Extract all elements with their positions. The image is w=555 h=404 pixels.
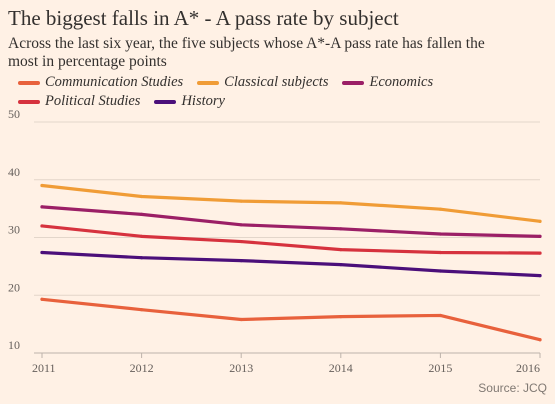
data-point	[339, 227, 343, 231]
data-point	[239, 317, 243, 322]
data-point	[538, 251, 542, 255]
legend-swatch-classical-subjects	[197, 80, 220, 85]
source-note: Source: JCQ	[478, 381, 547, 395]
series-line-classical-subjects	[40, 183, 542, 223]
x-tick-label: 2013	[229, 361, 253, 375]
legend-item-political-studies: Political Studies	[18, 92, 140, 111]
x-tick-label: 2011	[32, 361, 56, 375]
data-point	[438, 269, 442, 273]
data-point	[339, 315, 343, 319]
y-axis-ticks: 10 20 30 40 50	[8, 107, 20, 352]
legend-swatch-history	[154, 99, 177, 104]
legend-item-economics: Economics	[342, 73, 433, 92]
legend-row-1: Communication Studies Classical subjects…	[18, 73, 538, 92]
data-point	[40, 297, 44, 301]
data-point	[538, 274, 542, 278]
legend-swatch-economics	[342, 80, 365, 85]
y-tick-label: 50	[8, 107, 20, 121]
series-line-economics	[40, 205, 542, 238]
data-point	[239, 199, 243, 203]
legend-label-classical-subjects: Classical subjects	[224, 74, 329, 90]
legend-item-history: History	[154, 92, 225, 111]
legend-item-classical-subjects: Classical subjects	[197, 73, 328, 92]
y-tick-label: 10	[8, 338, 20, 352]
legend-item-communication-studies: Communication Studies	[18, 73, 183, 92]
x-tick-label: 2012	[130, 361, 154, 375]
data-point	[140, 308, 144, 312]
y-tick-label: 30	[8, 223, 20, 237]
data-point	[40, 250, 44, 255]
data-point	[538, 219, 542, 223]
data-point	[239, 239, 243, 244]
data-point	[538, 338, 542, 342]
legend-swatch-communication-studies	[18, 80, 40, 85]
series-lines	[40, 183, 542, 342]
legend-label-economics: Economics	[369, 74, 434, 90]
data-point	[438, 232, 442, 236]
legend-label-communication-studies: Communication Studies	[45, 74, 184, 90]
x-tick-label: 2016	[516, 361, 540, 375]
data-point	[140, 212, 144, 216]
legend: Communication Studies Classical subjects…	[18, 73, 538, 111]
data-point	[40, 183, 44, 188]
y-tick-label: 20	[8, 280, 20, 294]
series-line-political-studies	[40, 224, 542, 255]
data-point	[140, 194, 144, 199]
chart-title: The biggest falls in A* - A pass rate by…	[8, 6, 399, 30]
legend-label-political-studies: Political Studies	[45, 93, 141, 109]
data-point	[339, 263, 343, 267]
data-point	[339, 201, 343, 205]
gridlines	[34, 121, 540, 354]
data-point	[438, 207, 442, 211]
series-line-history	[40, 250, 542, 278]
data-point	[239, 259, 243, 263]
data-point	[140, 256, 144, 260]
data-point	[438, 250, 442, 255]
chart-subtitle: Across the last six year, the five subje…	[8, 35, 485, 70]
y-tick-label: 40	[8, 165, 20, 179]
x-tick-label: 2015	[428, 361, 452, 375]
legend-row-2: Political Studies History	[18, 92, 538, 111]
data-point	[40, 205, 44, 209]
data-point	[339, 248, 343, 252]
series-line-communication-studies	[40, 297, 542, 342]
x-axis-ticks: 2011 2012 2013 2014 2015 2016	[32, 353, 541, 375]
data-point	[239, 223, 243, 227]
data-point	[538, 234, 542, 238]
legend-swatch-political-studies	[18, 99, 40, 104]
data-point	[140, 234, 144, 238]
data-point	[438, 313, 442, 318]
legend-label-history: History	[181, 93, 225, 109]
data-point	[40, 224, 44, 228]
x-tick-label: 2014	[329, 361, 353, 375]
